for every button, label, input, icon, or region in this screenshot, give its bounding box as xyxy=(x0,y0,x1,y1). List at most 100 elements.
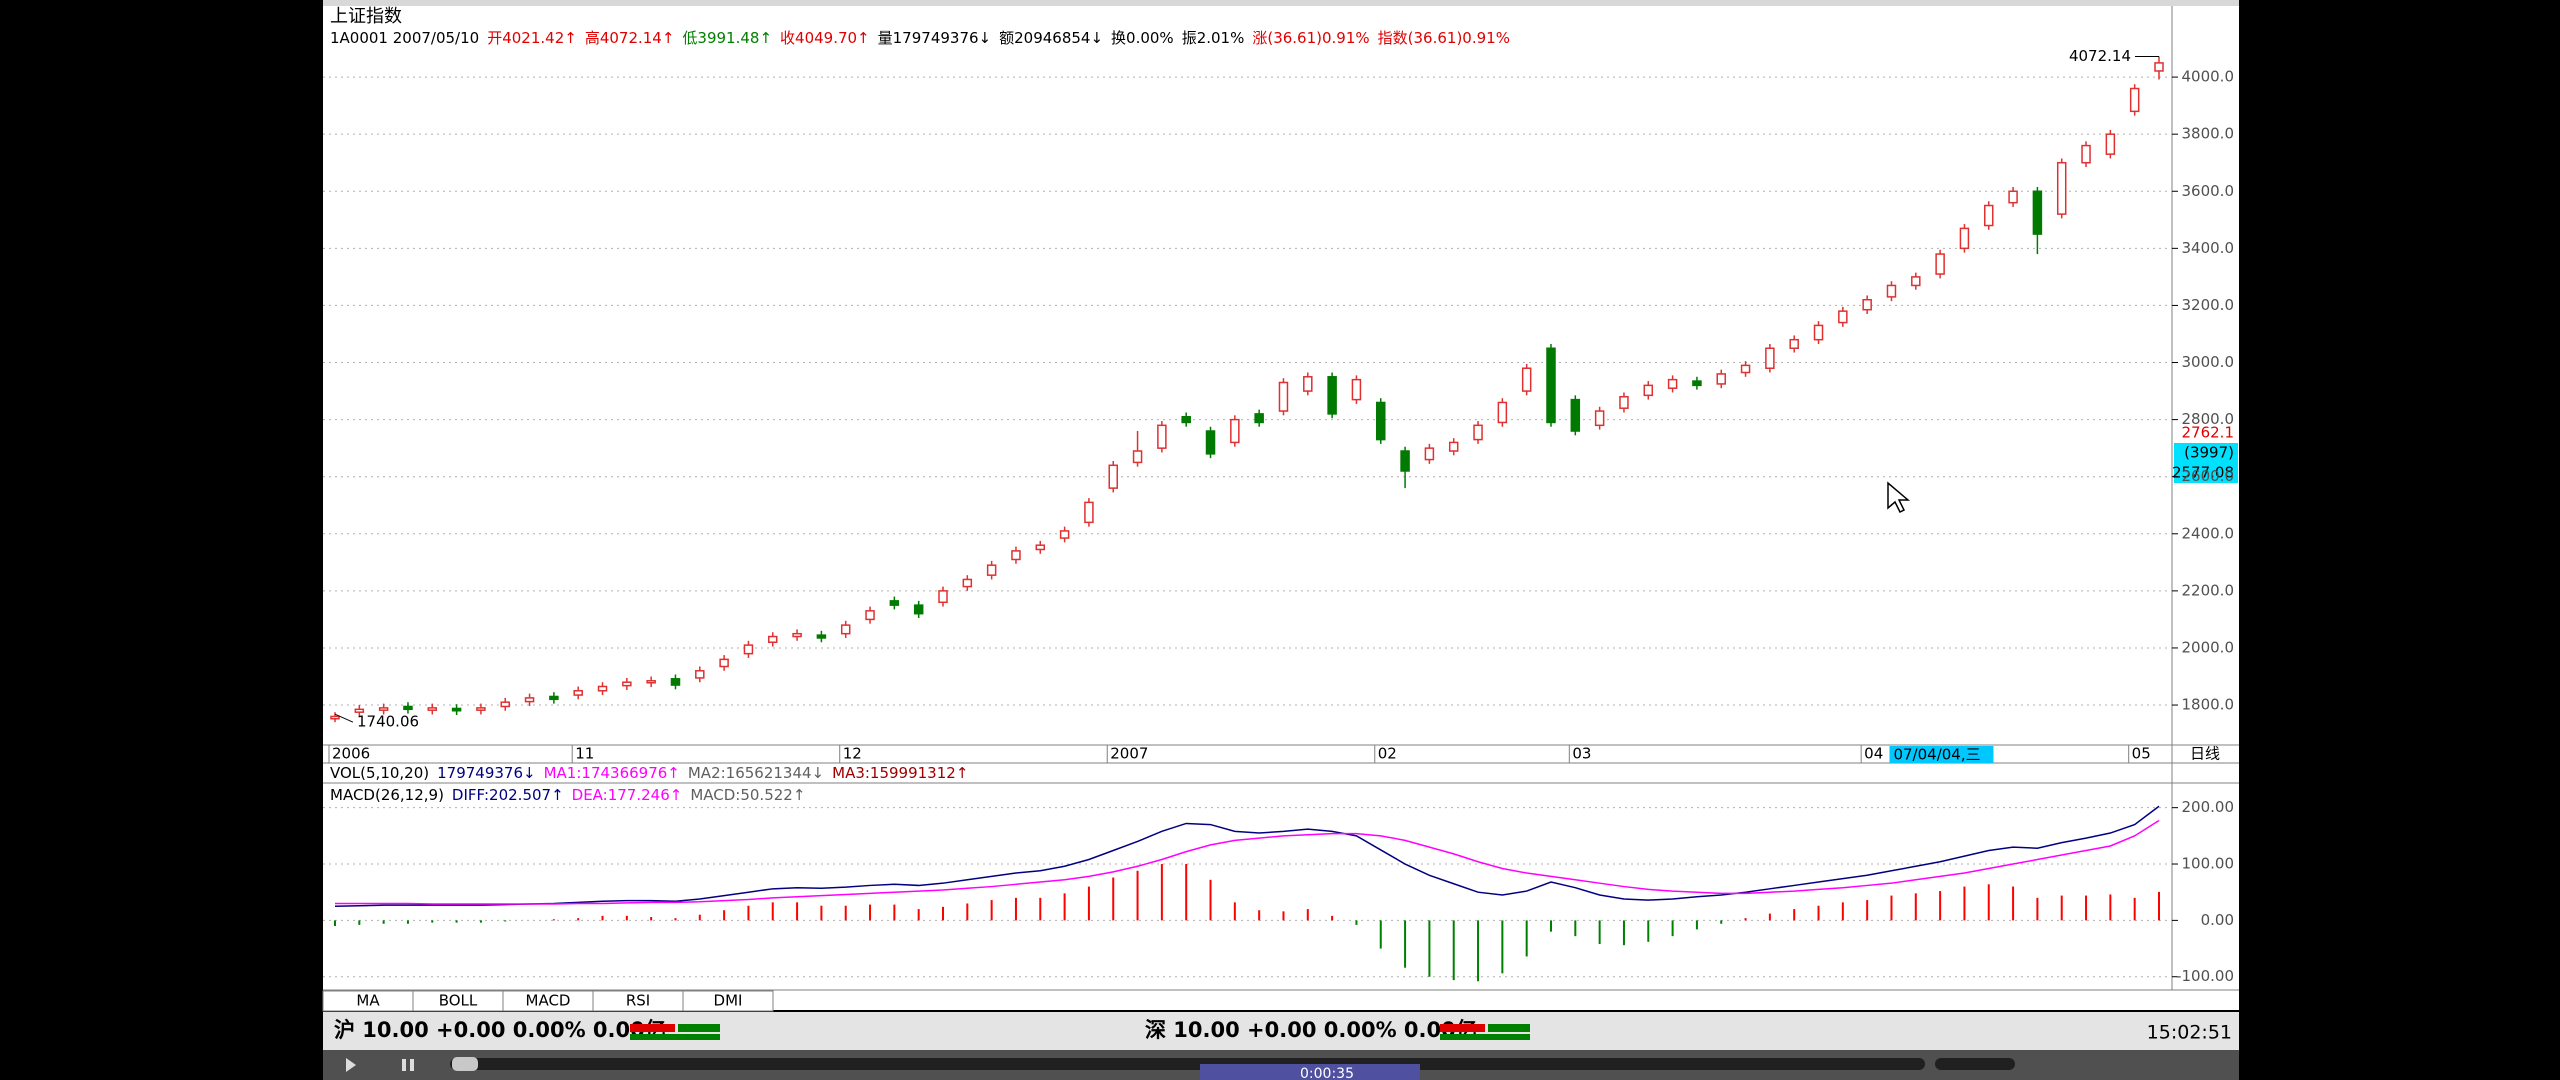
candle-body xyxy=(573,690,583,696)
candle-body xyxy=(622,681,632,687)
chart-window xyxy=(323,6,2239,1010)
macd-header-item: MACD:50.522↑ xyxy=(690,786,805,804)
status-bars xyxy=(630,1024,1530,1040)
candle-body xyxy=(2081,144,2091,164)
candle-body xyxy=(986,564,997,576)
candle-body xyxy=(451,707,462,712)
macd-line xyxy=(334,805,2160,908)
candle-body xyxy=(719,658,729,668)
max-label: 4072.14 xyxy=(2069,47,2131,65)
side-label-box xyxy=(2174,443,2238,463)
volume-track[interactable] xyxy=(1935,1058,2015,1070)
candle-body xyxy=(1862,298,1872,311)
candle-body xyxy=(1035,544,1046,551)
candle-body xyxy=(524,697,535,703)
candle-body xyxy=(1497,401,1508,424)
candle-body xyxy=(2105,133,2116,155)
candle-body xyxy=(1594,410,1605,427)
candle-body xyxy=(1473,424,1483,441)
candle-body xyxy=(646,680,656,684)
y-tick-label: 2400.0 xyxy=(2182,524,2235,542)
y-tick-label: 3200.0 xyxy=(2182,296,2235,314)
candle-body xyxy=(1546,347,1556,424)
y-tick-label: 100.00 xyxy=(2182,855,2235,873)
candle-body xyxy=(1424,447,1435,461)
candle-body xyxy=(1448,441,1459,452)
candle-body xyxy=(1619,396,1629,409)
macd-header-item: DEA:177.246↑ xyxy=(572,786,683,804)
candle-body xyxy=(1084,501,1094,524)
candle-body xyxy=(1813,324,1824,341)
side-label: 2577.08 xyxy=(2172,464,2234,482)
clock: 15:02:51 xyxy=(2147,1022,2232,1044)
cursor-date-box xyxy=(1889,746,1994,763)
y-tick-label: -100.00 xyxy=(2176,967,2234,985)
candle-body xyxy=(476,707,486,711)
y-tick-label: 200.00 xyxy=(2182,798,2235,816)
macd-line xyxy=(335,819,2160,905)
tab-bar: MA BOLL MACD RSI DMI xyxy=(322,990,774,1012)
candle-body xyxy=(768,635,778,643)
candle-body xyxy=(938,590,948,604)
sh-index: 沪 10.00 +0.00 0.00% 0.00亿 xyxy=(334,1018,666,1042)
y-tick-label: 4000.0 xyxy=(2182,68,2235,86)
down-bar xyxy=(630,1034,720,1040)
quote-info-item: 量179749376↓ xyxy=(878,29,991,47)
quote-info-item: 收4049.70↑ xyxy=(780,29,870,47)
candle-body xyxy=(1059,530,1070,539)
candle-body xyxy=(1959,227,1970,250)
candle-body xyxy=(330,715,340,720)
candle-body xyxy=(1108,464,1118,489)
tab-label: MA xyxy=(356,992,380,1010)
macd-header-item: DIFF:202.507↑ xyxy=(452,786,564,804)
seek-thumb[interactable] xyxy=(452,1057,478,1071)
candle-body xyxy=(1327,376,1337,415)
vol-header: VOL(5,10,20) 179749376↓ MA1:174366976↑ MA2:… xyxy=(330,764,968,782)
candle-body xyxy=(1886,284,1897,298)
up-bar xyxy=(630,1024,675,1032)
candle-body xyxy=(743,644,754,655)
down-bar xyxy=(678,1024,720,1032)
down-bar xyxy=(1440,1034,1530,1040)
y-tick-label: 3000.0 xyxy=(2182,353,2235,371)
candle-body xyxy=(1254,413,1264,424)
candle-body xyxy=(2056,161,2067,215)
quote-info-item: 开4021.42↑ xyxy=(487,29,577,47)
candle-body xyxy=(1984,204,1994,227)
candle-body xyxy=(1278,381,1289,412)
pause-button[interactable] xyxy=(402,1059,406,1071)
y-tick-label: 2600.0 xyxy=(2182,467,2235,485)
sz-index: 深 10.00 +0.00 0.00% 0.00亿 xyxy=(1145,1018,1477,1042)
tab[interactable] xyxy=(682,990,774,1012)
candle-body xyxy=(1157,424,1167,449)
pause-button[interactable] xyxy=(410,1059,414,1071)
quote-info-item: 额20946854↓ xyxy=(999,29,1103,47)
candle-body xyxy=(1205,430,1216,455)
seek-track[interactable] xyxy=(450,1058,1925,1070)
candle-body xyxy=(695,670,705,679)
vol-header-item: 179749376↓ xyxy=(437,764,535,782)
candle-body xyxy=(1911,276,1921,287)
x-tick-label: 12 xyxy=(843,745,862,763)
candle-body xyxy=(2032,190,2043,235)
y-tick-label: 0.00 xyxy=(2201,911,2234,929)
candle-body xyxy=(840,624,851,635)
quote-info-item: 低3991.48↑ xyxy=(682,29,772,47)
quote-info-item: 振2.01% xyxy=(1182,29,1245,47)
candle-body xyxy=(1303,376,1313,392)
chart-title: 上证指数 xyxy=(330,6,402,27)
play-button[interactable] xyxy=(346,1058,356,1072)
candle-body xyxy=(1765,347,1775,369)
side-label: (3997) xyxy=(2184,444,2234,462)
vol-header-item: VOL(5,10,20) xyxy=(330,764,429,782)
candle-body xyxy=(1351,378,1362,401)
candle-body xyxy=(1570,398,1581,432)
candle-body xyxy=(816,634,827,639)
quote-info-item: 1A0001 2007/05/10 xyxy=(330,29,479,47)
y-tick-label: 2200.0 xyxy=(2182,581,2235,599)
x-tick-label: 03 xyxy=(1572,745,1591,763)
cursor-date: 07/04/04,三 xyxy=(1893,746,1980,764)
candle-body xyxy=(1400,450,1410,472)
tab-label: DMI xyxy=(714,992,743,1010)
